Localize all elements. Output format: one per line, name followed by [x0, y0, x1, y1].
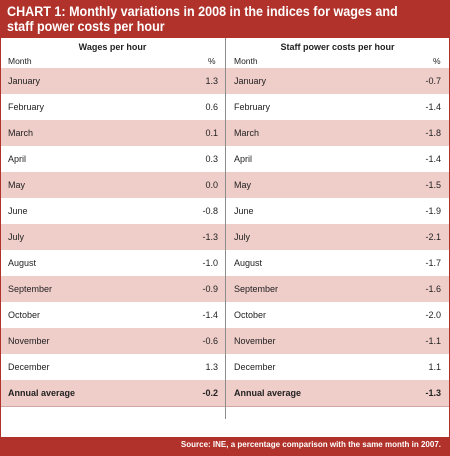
table-row: August -1.0 August -1.7	[1, 250, 449, 276]
table-row: June -0.8 June -1.9	[1, 198, 449, 224]
annual-value-wages: -0.2	[202, 388, 218, 398]
month-label-right: March	[234, 128, 260, 138]
table-row: December 1.3 December 1.1	[1, 354, 449, 380]
source-note: Source: INE, a percentage comparison wit…	[180, 440, 441, 449]
column-divider	[225, 38, 226, 419]
staff-costs-value: -1.8	[425, 128, 441, 138]
staff-costs-value: -1.7	[425, 258, 441, 268]
month-label-right: November	[234, 336, 276, 346]
month-label-right: May	[234, 180, 252, 190]
series-header-wages: Wages per hour	[78, 42, 147, 52]
month-label-left: May	[8, 180, 26, 190]
month-label-left: August	[8, 258, 37, 268]
month-label-left: September	[8, 284, 53, 294]
staff-costs-value: -1.5	[425, 180, 441, 190]
wages-value: 0.1	[205, 128, 218, 138]
month-header-right: Month	[234, 56, 258, 66]
month-label-left: June	[8, 206, 28, 216]
wages-value: -0.6	[202, 336, 218, 346]
unit-header-right: %	[433, 56, 441, 66]
wages-value: 0.6	[205, 102, 218, 112]
wages-value: 1.3	[205, 76, 218, 86]
month-label-right: December	[234, 362, 276, 372]
staff-costs-value: -0.7	[425, 76, 441, 86]
month-label-left: February	[8, 102, 45, 112]
month-label-left: July	[8, 232, 25, 242]
wages-value: 1.3	[205, 362, 218, 372]
wages-value: -1.0	[202, 258, 218, 268]
table-row: February 0.6 February -1.4	[1, 94, 449, 120]
wages-value: -1.3	[202, 232, 218, 242]
source-bar: Source: INE, a percentage comparison wit…	[1, 437, 449, 455]
month-label-right: April	[234, 154, 253, 164]
month-label-left: November	[8, 336, 50, 346]
month-label-right: February	[234, 102, 271, 112]
table-row: April 0.3 April -1.4	[1, 146, 449, 172]
staff-costs-value: 1.1	[428, 362, 441, 372]
staff-costs-value: -1.4	[425, 154, 441, 164]
chart-title: CHART 1: Monthly variations in 2008 in t…	[7, 4, 398, 34]
month-label-right: August	[234, 258, 263, 268]
month-label-left: April	[8, 154, 27, 164]
wages-value: -1.4	[202, 310, 218, 320]
month-label-right: June	[234, 206, 254, 216]
unit-header-left: %	[208, 56, 216, 66]
wages-value: 0.3	[205, 154, 218, 164]
month-label-right: July	[234, 232, 251, 242]
title-bar: CHART 1: Monthly variations in 2008 in t…	[1, 1, 449, 38]
wages-value: 0.0	[205, 180, 218, 190]
month-label-left: March	[8, 128, 34, 138]
column-headers: Wages per hour Staff power costs per hou…	[1, 38, 449, 69]
month-label-right: September	[234, 284, 279, 294]
month-label-left: January	[8, 76, 41, 86]
wages-value: -0.9	[202, 284, 218, 294]
month-label-left: October	[8, 310, 41, 320]
month-label-left: December	[8, 362, 50, 372]
annual-value-staff-costs: -1.3	[425, 388, 441, 398]
staff-costs-value: -2.0	[425, 310, 441, 320]
staff-costs-value: -1.6	[425, 284, 441, 294]
annual-label-left: Annual average	[8, 388, 76, 398]
month-header-left: Month	[8, 56, 32, 66]
staff-costs-value: -1.1	[425, 336, 441, 346]
annual-label-right: Annual average	[234, 388, 302, 398]
staff-costs-value: -2.1	[425, 232, 441, 242]
staff-costs-value: -1.9	[425, 206, 441, 216]
staff-costs-value: -1.4	[425, 102, 441, 112]
month-label-right: January	[234, 76, 267, 86]
month-label-right: October	[234, 310, 267, 320]
table-row: October -1.4 October -2.0	[1, 302, 449, 328]
wages-value: -0.8	[202, 206, 218, 216]
series-header-staff-costs: Staff power costs per hour	[280, 42, 395, 52]
